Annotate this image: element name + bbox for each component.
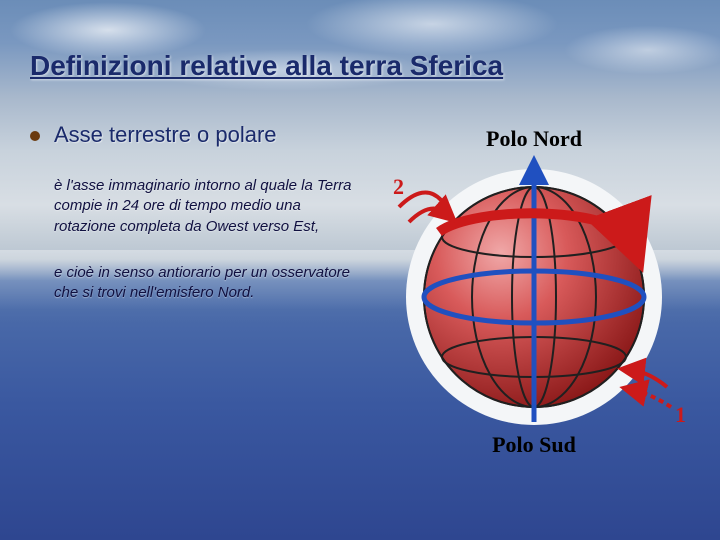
- marker-1-label: 1: [675, 402, 686, 427]
- slide-container: Definizioni relative alla terra Sferica …: [0, 0, 720, 540]
- marker-2-label: 2: [393, 174, 404, 199]
- paragraph-2: e cioè in senso antiorario per un osserv…: [54, 263, 360, 304]
- arrow-marker-1b: [633, 390, 671, 407]
- label-polo-sud: Polo Sud: [492, 432, 576, 457]
- globe-diagram: Polo Nord: [379, 122, 689, 462]
- label-polo-nord: Polo Nord: [486, 126, 582, 151]
- arrow-marker-1a: [631, 370, 667, 387]
- figure-column: Polo Nord: [378, 122, 690, 462]
- text-column: Asse terrestre o polare è l'asse immagin…: [30, 122, 360, 462]
- bullet-dot-icon: [30, 131, 40, 141]
- bullet-label: Asse terrestre o polare: [54, 122, 277, 148]
- slide-title: Definizioni relative alla terra Sferica: [30, 50, 690, 82]
- paragraph-1: è l'asse immaginario intorno al quale la…: [54, 176, 360, 237]
- bullet-item: Asse terrestre o polare: [30, 122, 360, 148]
- content-row: Asse terrestre o polare è l'asse immagin…: [30, 122, 690, 462]
